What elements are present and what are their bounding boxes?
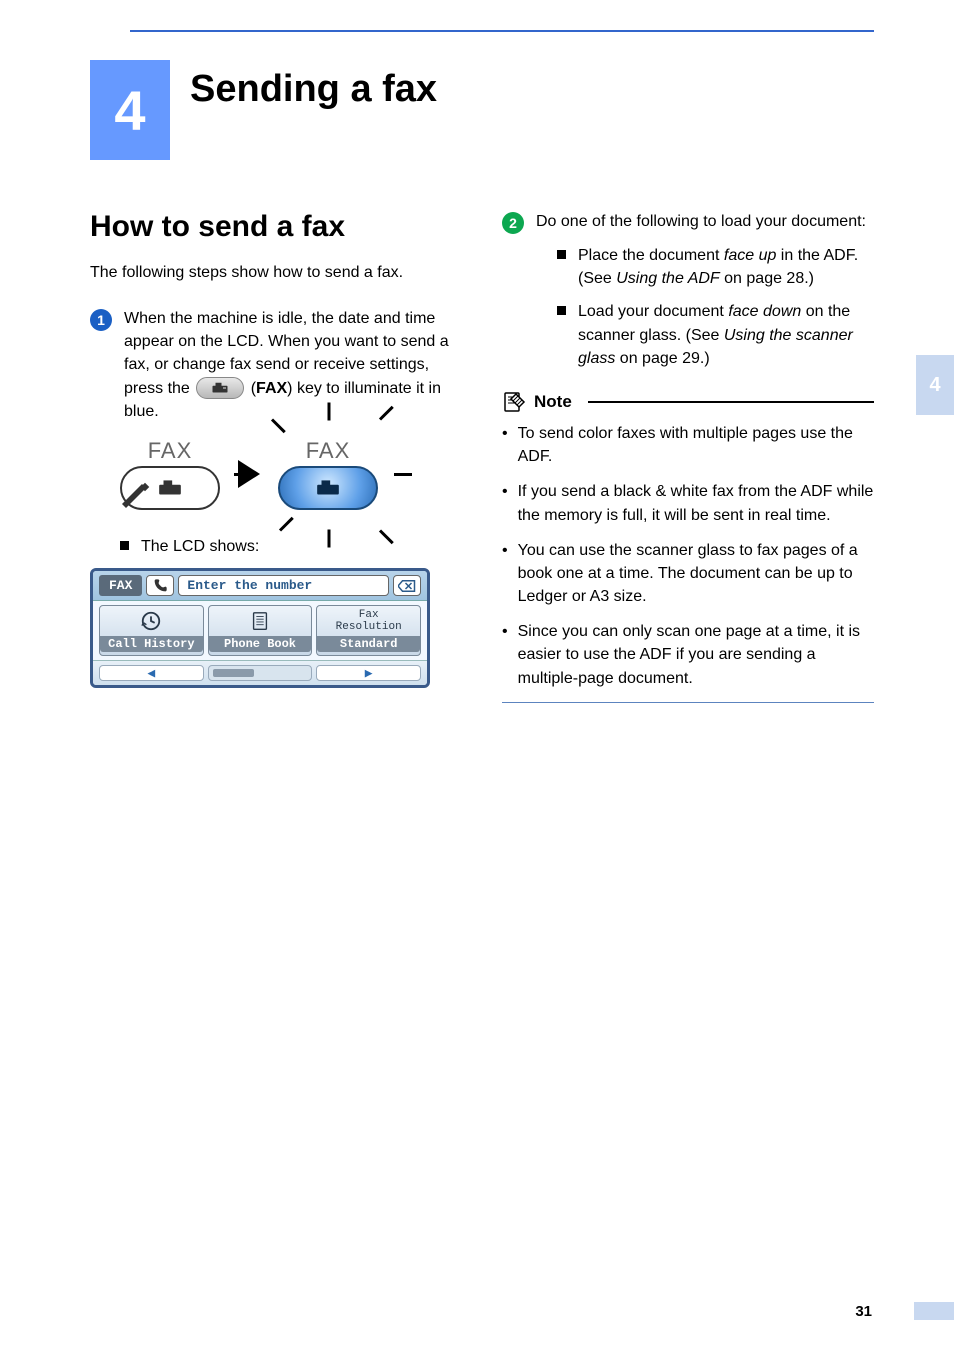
note-item-4: • Since you can only scan one page at a …: [502, 620, 874, 690]
note-header: Note: [502, 390, 874, 414]
bullet-dot-icon: •: [502, 539, 508, 562]
side-chapter-tab: 4: [916, 355, 954, 415]
lcd-res-text: Fax Resolution: [336, 608, 402, 634]
fax-button-lit: FAX: [278, 438, 378, 510]
lcd-nav-right: ▶: [316, 665, 421, 681]
step-1-fax-bold: FAX: [256, 380, 287, 397]
lcd-standard-label: Standard: [317, 636, 420, 652]
intro-text: The following steps show how to send a f…: [90, 264, 462, 282]
lcd-call-history-label: Call History: [100, 636, 203, 652]
step-1: 1 When the machine is idle, the date and…: [90, 307, 462, 423]
fax-diagram: FAX: [120, 438, 462, 510]
lcd-scrollbar: [208, 665, 313, 681]
lcd-fax-tab: FAX: [99, 575, 142, 596]
step-2-b2-text: Load your document face down on the scan…: [578, 300, 874, 370]
lcd-mid-row: Call History Phone Book Fax Resolution: [93, 601, 427, 661]
lcd-phone-icon: [146, 575, 174, 596]
step-1-body: When the machine is idle, the date and t…: [124, 307, 462, 423]
step-2-bullet-2: Load your document face down on the scan…: [557, 300, 874, 370]
lcd-backspace-icon: [393, 575, 421, 596]
step-2-body: Do one of the following to load your doc…: [536, 210, 866, 233]
left-column: How to send a fax The following steps sh…: [90, 210, 462, 703]
note-item-2: • If you send a black & white fax from t…: [502, 480, 874, 526]
step-2-bullet-1: Place the document face up in the ADF. (…: [557, 244, 874, 290]
note-label: Note: [534, 392, 572, 412]
note-2-text: If you send a black & white fax from the…: [518, 480, 874, 526]
note-item-3: • You can use the scanner glass to fax p…: [502, 539, 874, 609]
fax-off-oval: [120, 466, 220, 510]
page-number: 31: [855, 1303, 872, 1320]
bullet-dot-icon: •: [502, 480, 508, 503]
arrow-icon: [238, 460, 260, 488]
lcd-caption: The LCD shows:: [141, 535, 259, 558]
step-2-intro: Do one of the following to load your doc…: [536, 213, 866, 230]
lcd-fax-resolution-button: Fax Resolution Standard: [316, 605, 421, 656]
bullet-dot-icon: •: [502, 620, 508, 643]
lcd-nav-left: ◀: [99, 665, 204, 681]
note-item-1: • To send color faxes with multiple page…: [502, 422, 874, 468]
chapter-header: 4 Sending a fax: [90, 60, 874, 160]
fax-button-off: FAX: [120, 438, 220, 510]
section-title: How to send a fax: [90, 210, 462, 244]
book-icon: [249, 608, 271, 634]
note-3-text: You can use the scanner glass to fax pag…: [518, 539, 874, 609]
lcd-phone-book-label: Phone Book: [209, 636, 312, 652]
chapter-number-box: 4: [90, 60, 170, 160]
lcd-phone-book-button: Phone Book: [208, 605, 313, 656]
note-4-text: Since you can only scan one page at a ti…: [518, 620, 874, 690]
fax-lit-oval: [278, 466, 378, 510]
step-2-b1-text: Place the document face up in the ADF. (…: [578, 244, 874, 290]
clock-icon: [140, 608, 162, 634]
note-end-rule: [502, 702, 874, 703]
square-bullet-icon: [557, 306, 566, 315]
lcd-call-history-button: Call History: [99, 605, 204, 656]
fax-key-icon: [196, 377, 244, 399]
note-icon: [502, 390, 526, 414]
page: 4 Sending a fax How to send a fax The fo…: [0, 0, 954, 1350]
note-1-text: To send color faxes with multiple pages …: [518, 422, 874, 468]
step-1-number: 1: [90, 309, 112, 331]
top-rule: [130, 30, 874, 32]
lcd-caption-bullet: The LCD shows:: [120, 535, 462, 558]
lcd-enter-field: Enter the number: [178, 575, 389, 596]
note-rule: [588, 401, 874, 403]
bullet-dot-icon: •: [502, 422, 508, 445]
page-corner: [914, 1302, 954, 1320]
step-2-number: 2: [502, 212, 524, 234]
step-2: 2 Do one of the following to load your d…: [502, 210, 874, 234]
lcd-bottom-row: ◀ ▶: [93, 661, 427, 685]
square-bullet-icon: [557, 250, 566, 259]
fax-off-label: FAX: [120, 438, 220, 464]
chapter-title: Sending a fax: [190, 68, 437, 111]
lcd-screenshot: FAX Enter the number Call History: [90, 568, 430, 688]
lcd-top-row: FAX Enter the number: [93, 571, 427, 601]
square-bullet-icon: [120, 541, 129, 550]
fax-lit-label: FAX: [278, 438, 378, 464]
right-column: 2 Do one of the following to load your d…: [502, 210, 874, 703]
